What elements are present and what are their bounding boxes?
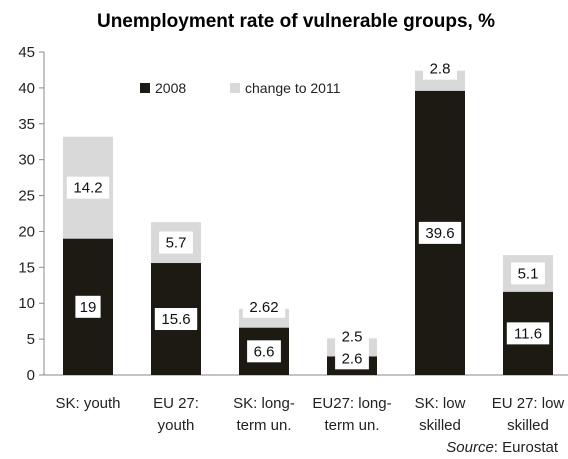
y-tick-label: 20 — [18, 223, 35, 240]
data-label: 11.6 — [514, 325, 542, 342]
legend-swatch — [140, 83, 150, 93]
y-tick-label: 0 — [27, 367, 35, 384]
category-label: skilled — [507, 417, 549, 434]
data-label-box — [242, 295, 286, 318]
category-label: EU 27: — [153, 395, 199, 412]
data-label-box — [66, 176, 110, 199]
data-label-box — [511, 262, 545, 285]
legend-swatch — [230, 83, 240, 93]
data-label-box — [418, 221, 462, 244]
y-tick-label: 15 — [18, 259, 35, 276]
data-label: 6.6 — [254, 343, 275, 360]
y-tick-label: 45 — [18, 44, 35, 61]
y-tick-label: 25 — [18, 188, 35, 205]
data-label: 2.8 — [430, 61, 451, 78]
data-label-box — [506, 322, 550, 345]
data-label-box — [335, 347, 369, 370]
data-label: 2.5 — [342, 328, 363, 345]
data-label-box — [154, 308, 198, 331]
y-tick-label: 5 — [27, 331, 35, 348]
category-label: term un. — [324, 417, 379, 434]
y-tick-label: 40 — [18, 80, 35, 97]
source-note: Source: Eurostat — [446, 439, 559, 456]
category-label: skilled — [419, 417, 461, 434]
category-label: term un. — [236, 417, 291, 434]
category-label: SK: long- — [233, 395, 295, 412]
legend-label: 2008 — [155, 80, 186, 96]
data-label: 5.7 — [166, 235, 187, 252]
data-label: 5.1 — [518, 265, 539, 282]
data-label-box — [75, 295, 101, 318]
legend-label: change to 2011 — [245, 80, 341, 96]
chart-title: Unemployment rate of vulnerable groups, … — [97, 11, 495, 32]
y-tick-label: 10 — [18, 295, 35, 312]
data-label-box — [247, 340, 281, 363]
category-label: SK: youth — [55, 395, 120, 412]
category-label: EU 27: low — [492, 395, 565, 412]
category-label: SK: low — [415, 395, 466, 412]
category-label: youth — [158, 417, 195, 434]
data-label: 19 — [80, 299, 97, 316]
data-label-box — [159, 231, 193, 254]
y-tick-label: 35 — [18, 116, 35, 133]
plot-area: 0 5 10 15 20 25 30 35 40 45 19 14.2 SK: youth 15.6 5.7… — [18, 44, 568, 434]
data-label: 2.62 — [249, 299, 278, 316]
data-label: 39.6 — [425, 225, 454, 242]
source-value: : Eurostat — [494, 439, 559, 456]
data-label-box — [423, 57, 457, 80]
data-label: 15.6 — [161, 311, 190, 328]
y-tick-label: 30 — [18, 152, 35, 169]
data-label: 14.2 — [73, 180, 102, 197]
data-label-box — [335, 325, 369, 348]
source-label: Source — [446, 439, 494, 456]
data-label: 2.6 — [342, 350, 363, 367]
category-label: EU27: long- — [312, 395, 391, 412]
